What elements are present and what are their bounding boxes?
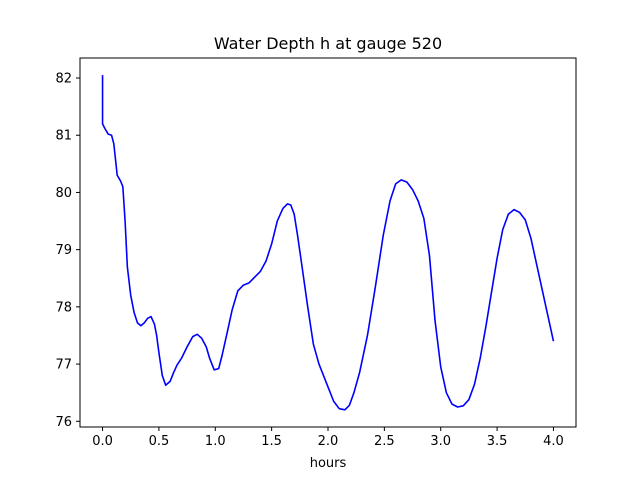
y-axis-ticks: 76 77 78 79 80 81 82 bbox=[55, 72, 80, 430]
chart-title: Water Depth h at gauge 520 bbox=[214, 34, 442, 53]
y-tick-label: 76 bbox=[55, 415, 72, 430]
plot-area bbox=[101, 75, 555, 411]
x-tick-label: 1.0 bbox=[205, 434, 226, 449]
series-line bbox=[101, 75, 555, 411]
y-tick-label: 82 bbox=[55, 72, 72, 87]
x-tick-label: 3.0 bbox=[430, 434, 451, 449]
x-tick-label: 2.0 bbox=[318, 434, 339, 449]
x-tick-label: 1.5 bbox=[261, 434, 282, 449]
x-tick-label: 0.5 bbox=[149, 434, 170, 449]
y-tick-label: 77 bbox=[55, 358, 72, 373]
y-tick-label: 78 bbox=[55, 300, 72, 315]
x-tick-label: 0.0 bbox=[92, 434, 113, 449]
x-tick-label: 4.0 bbox=[543, 434, 564, 449]
y-tick-label: 80 bbox=[55, 186, 72, 201]
y-tick-label: 79 bbox=[55, 243, 72, 258]
x-axis-label: hours bbox=[310, 456, 347, 471]
x-tick-label: 3.5 bbox=[487, 434, 508, 449]
y-tick-label: 81 bbox=[55, 129, 72, 144]
x-axis-ticks: 0.0 0.5 1.0 1.5 2.0 2.5 3.0 3.5 4.0 bbox=[92, 427, 564, 449]
x-tick-label: 2.5 bbox=[374, 434, 395, 449]
